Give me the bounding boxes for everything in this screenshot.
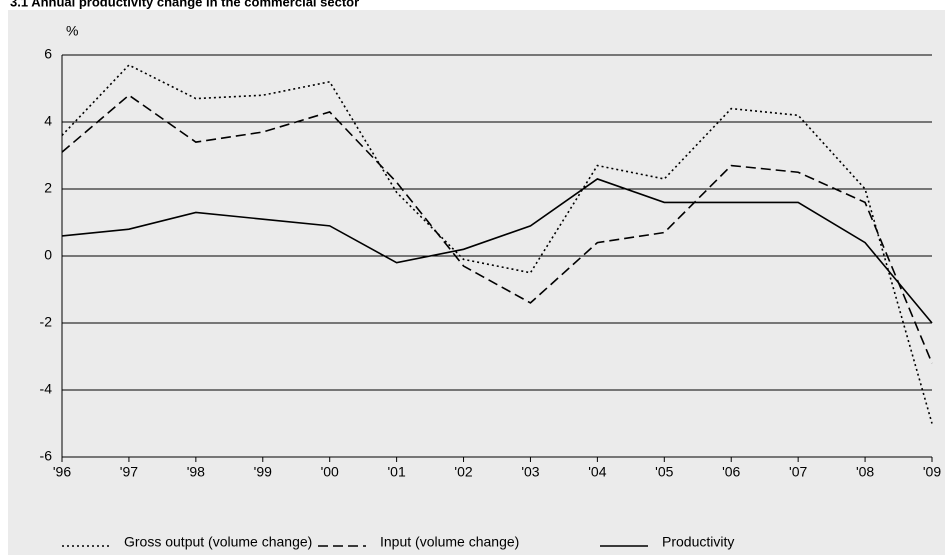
x-tick-label: '09: [923, 464, 941, 480]
x-tick-label: '98: [187, 464, 205, 480]
x-tick-label: '06: [722, 464, 740, 480]
chart-title: 3.1 Annual productivity change in the co…: [10, 0, 359, 9]
x-tick-label: '01: [387, 464, 405, 480]
x-tick-label: '04: [588, 464, 606, 480]
x-tick-label: '00: [321, 464, 339, 480]
y-tick-label: 4: [44, 113, 52, 129]
x-tick-label: '99: [254, 464, 272, 480]
legend-label: Productivity: [662, 534, 734, 550]
y-tick-label: -2: [40, 314, 53, 330]
y-tick-label: 0: [44, 247, 52, 263]
y-tick-label: -6: [40, 448, 53, 464]
x-tick-label: '05: [655, 464, 673, 480]
line-series: [61, 178, 933, 324]
y-tick-label: -4: [40, 381, 53, 397]
x-tick-label: '07: [789, 464, 807, 480]
x-tick-label: '03: [521, 464, 539, 480]
line-series: [61, 94, 933, 364]
panel: [8, 10, 945, 555]
x-tick-label: '97: [120, 464, 138, 480]
x-tick-label: '02: [454, 464, 472, 480]
legend-label: Input (volume change): [380, 534, 519, 550]
x-tick-label: '96: [53, 464, 71, 480]
y-axis-label: %: [66, 23, 78, 39]
y-tick-label: 6: [44, 46, 52, 62]
y-tick-label: 2: [44, 180, 52, 196]
x-tick-label: '08: [856, 464, 874, 480]
line-series: [61, 64, 933, 424]
legend-label: Gross output (volume change): [124, 534, 312, 550]
